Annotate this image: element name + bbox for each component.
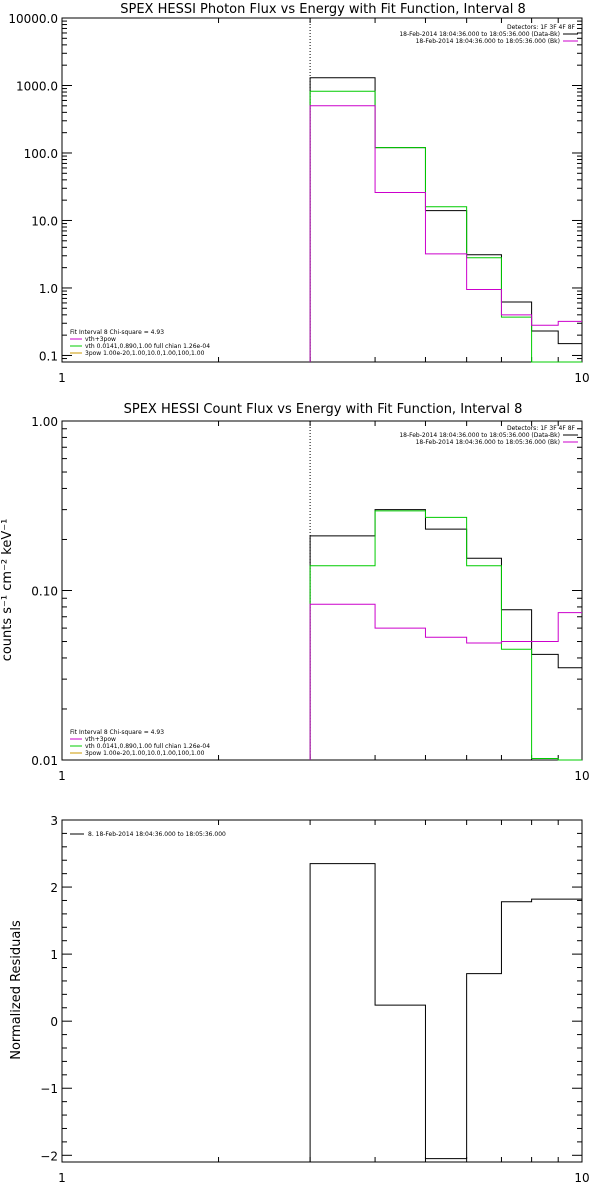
axis-ticks [61, 420, 583, 761]
legend-entry: vth+3pow [85, 336, 116, 343]
legend-header: Fit Interval 8 Chi-square = 4.93 [70, 729, 164, 736]
y-tick-label: 0.10 [31, 585, 58, 599]
legend-entry: 18-Feb-2014 18:04:36.000 to 18:05:36.000… [416, 38, 560, 45]
y-tick-label: 1.00 [31, 415, 58, 429]
step-series [309, 509, 582, 760]
histogram-series [309, 509, 582, 761]
panel-title: SPEX HESSI Photon Flux vs Energy with Fi… [120, 2, 526, 17]
x-tick-label: 1 [58, 371, 66, 385]
legend-top-right: Detectors: 1F 3F 4F 8F 18-Feb-2014 18:04… [399, 425, 578, 446]
x-tick-label: 1 [58, 1171, 66, 1185]
residuals-panel: Normalized Residuals 1 10 −2 −1 0 1 2 3 8. 18-F… [9, 814, 590, 1185]
y-tick-label: 1000.0 [16, 79, 58, 93]
x-tick-label: 10 [574, 769, 589, 783]
count-flux-panel: SPEX HESSI Count Flux vs Energy with Fit… [0, 402, 590, 783]
y-tick-label: −1 [40, 1082, 58, 1096]
plot-frame [61, 819, 583, 1163]
step-series [309, 77, 582, 362]
panel-title: SPEX HESSI Count Flux vs Energy with Fit… [124, 402, 523, 417]
x-tick-label: 10 [574, 1171, 589, 1185]
x-tick-label: 10 [574, 371, 589, 385]
step-series [309, 863, 582, 1162]
tick-labels: 1 10 0.1 1.0 10.0 100.0 1000.0 10000.0 [8, 12, 589, 385]
legend-top-left: 8. 18-Feb-2014 18:04:36.000 to 18:05:36.… [70, 831, 226, 838]
y-tick-label: 1 [50, 948, 58, 962]
y-tick-label: 3 [50, 814, 58, 828]
legend-bottom-left: Fit Interval 8 Chi-square = 4.93 vth+3po… [70, 329, 210, 357]
legend-entry: vth 0.0141,0.890,1.00 full chian 1.26e-0… [85, 743, 210, 750]
legend-header: Detectors: 1F 3F 4F 8F [507, 24, 576, 31]
y-tick-label: 1.0 [39, 282, 58, 296]
legend-bottom-left: Fit Interval 8 Chi-square = 4.93 vth+3po… [70, 729, 210, 757]
step-series [309, 90, 582, 363]
y-tick-label: 10.0 [31, 214, 58, 228]
photon-flux-panel: SPEX HESSI Photon Flux vs Energy with Fi… [8, 2, 589, 385]
legend-entry: 3pow 1.00e-20,1.00,10.0,1.00,100,1.00 [85, 750, 205, 757]
histogram-series [309, 77, 582, 363]
legend-entry: 8. 18-Feb-2014 18:04:36.000 to 18:05:36.… [88, 831, 226, 838]
y-tick-label: 0.01 [31, 754, 58, 768]
axis-ticks [61, 819, 583, 1162]
y-tick-label: 0 [50, 1015, 58, 1029]
tick-labels: 1 10 0.01 0.10 1.00 [31, 415, 589, 783]
legend-header: Detectors: 1F 3F 4F 8F [507, 425, 576, 432]
legend-entry: 18-Feb-2014 18:04:36.000 to 18:05:36.000… [416, 439, 560, 446]
plot-frame [61, 420, 583, 761]
y-axis-label: Normalized Residuals [9, 920, 24, 1060]
legend-header: Fit Interval 8 Chi-square = 4.93 [70, 329, 164, 336]
legend-entry: 3pow 1.00e-20,1.00,10.0,1.00,100,1.00 [85, 350, 205, 357]
y-tick-label: 0.1 [39, 349, 58, 363]
step-series [309, 105, 582, 362]
step-series [309, 603, 582, 760]
y-tick-label: 2 [50, 881, 58, 895]
y-tick-label: −2 [40, 1149, 58, 1163]
histogram-series [309, 863, 582, 1162]
legend-entry: vth+3pow [85, 736, 116, 743]
legend-entry: vth 0.0141,0.890,1.00 full chian 1.26e-0… [85, 343, 210, 350]
legend-entry: 18-Feb-2014 18:04:36.000 to 18:05:36.000… [399, 31, 560, 38]
x-tick-label: 1 [58, 769, 66, 783]
y-tick-label: 100.0 [24, 147, 58, 161]
legend-entry: 18-Feb-2014 18:04:36.000 to 18:05:36.000… [399, 432, 560, 439]
step-series [309, 510, 582, 761]
plot-frame [61, 17, 583, 363]
tick-labels: 1 10 −2 −1 0 1 2 3 [40, 814, 589, 1185]
axis-ticks [61, 17, 583, 363]
y-tick-label: 10000.0 [8, 12, 58, 26]
y-axis-label: counts s⁻¹ cm⁻² keV⁻¹ [0, 519, 15, 662]
legend-top-right: Detectors: 1F 3F 4F 8F 18-Feb-2014 18:04… [399, 24, 578, 45]
